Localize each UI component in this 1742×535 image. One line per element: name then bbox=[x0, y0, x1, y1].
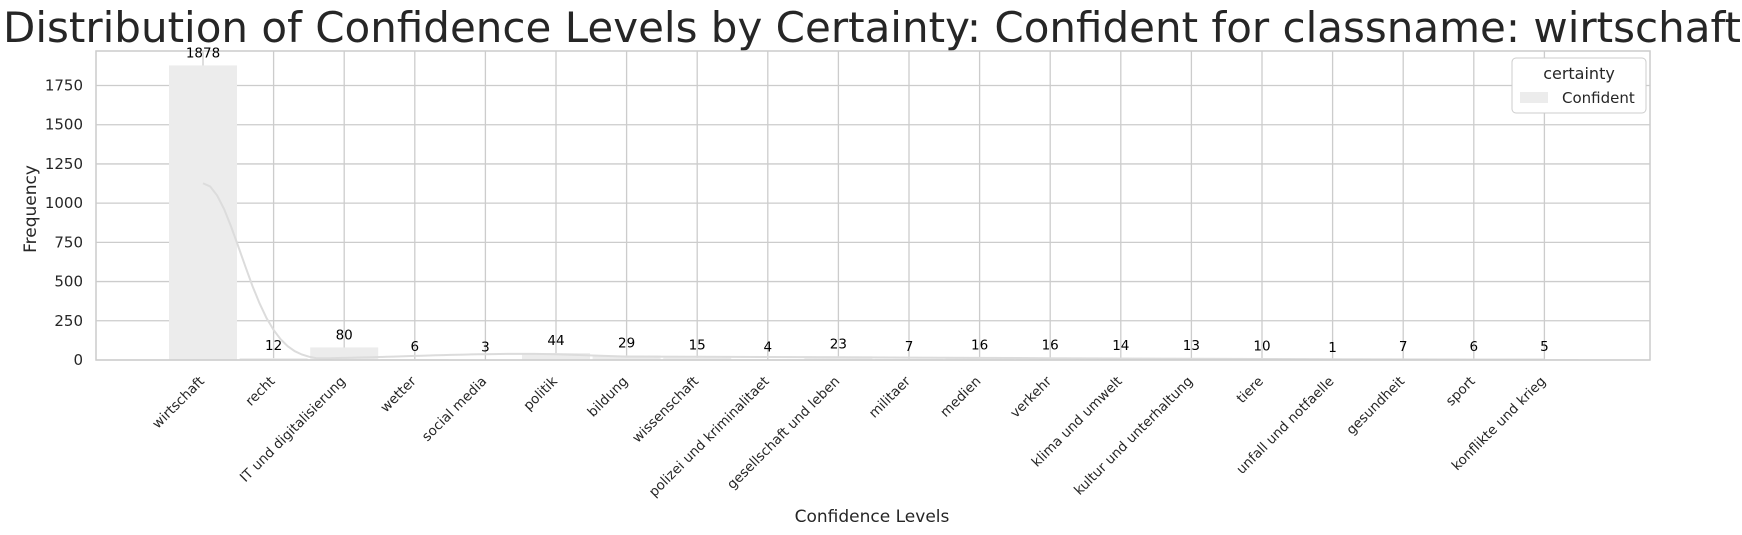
y-tick-label: 750 bbox=[54, 233, 83, 251]
y-tick-label: 1000 bbox=[45, 194, 83, 212]
value-label: 12 bbox=[265, 338, 282, 354]
x-tick-label: verkehr bbox=[1007, 373, 1055, 421]
x-axis-label: Confidence Levels bbox=[795, 507, 950, 527]
y-tick-label: 250 bbox=[54, 312, 83, 330]
value-label: 14 bbox=[1112, 338, 1129, 354]
legend: certainty Confident bbox=[1511, 57, 1647, 114]
bar bbox=[663, 357, 732, 360]
y-tick-label: 0 bbox=[73, 351, 83, 369]
value-label: 23 bbox=[830, 336, 847, 352]
value-label: 16 bbox=[971, 337, 988, 353]
x-tick-label: bildung bbox=[585, 374, 632, 421]
x-tick-label: tiere bbox=[1234, 374, 1267, 407]
x-tick-label: kultur und unterhaltung bbox=[1071, 374, 1196, 499]
x-tick-label: wirtschaft bbox=[149, 374, 208, 433]
x-tick-label: gesellschaft und leben bbox=[724, 374, 843, 493]
value-label: 1 bbox=[1328, 340, 1337, 356]
bar bbox=[522, 353, 590, 360]
value-label: 6 bbox=[1470, 339, 1479, 355]
value-labels: 1878 12 80 6 3 44 29 15 4 23 7 16 16 14 13 10 1 7 6 5 bbox=[186, 45, 1549, 355]
x-tick-label: militaer bbox=[866, 373, 914, 421]
value-label: 5 bbox=[1540, 339, 1549, 355]
value-label: 16 bbox=[1042, 337, 1059, 353]
value-label: 13 bbox=[1183, 338, 1200, 354]
value-label: 6 bbox=[411, 339, 420, 355]
x-tick-label: recht bbox=[242, 374, 278, 410]
value-label: 15 bbox=[689, 338, 706, 354]
value-label: 3 bbox=[481, 340, 490, 356]
x-tick-label: gesundheit bbox=[1343, 374, 1408, 439]
y-tick-label: 1250 bbox=[45, 155, 83, 173]
y-tick-label: 1500 bbox=[45, 116, 83, 134]
x-tick-label: sport bbox=[1443, 374, 1479, 410]
value-label: 44 bbox=[547, 333, 564, 349]
value-label: 4 bbox=[764, 339, 773, 355]
value-label: 10 bbox=[1253, 338, 1270, 354]
value-label: 1878 bbox=[186, 45, 220, 61]
x-tick-label: social media bbox=[419, 374, 490, 445]
x-tick-label: politik bbox=[520, 373, 561, 414]
x-tick-label: medien bbox=[937, 374, 984, 421]
legend-swatch bbox=[1520, 92, 1548, 103]
y-tick-label: 500 bbox=[54, 273, 83, 291]
bars bbox=[169, 65, 1579, 361]
legend-title: certainty bbox=[1543, 64, 1615, 83]
value-label: 80 bbox=[336, 327, 353, 343]
kde-curve bbox=[202, 182, 1545, 361]
value-label: 7 bbox=[1399, 339, 1408, 355]
y-axis-ticks: 0 250 500 750 1000 1250 1500 1750 bbox=[45, 77, 83, 369]
x-tick-label: wissenschaft bbox=[629, 374, 702, 447]
y-axis-label: Frequency bbox=[21, 165, 41, 253]
bar bbox=[239, 358, 308, 360]
x-tick-label: wetter bbox=[377, 373, 420, 416]
plot-frame bbox=[95, 50, 1651, 361]
bar bbox=[169, 65, 237, 361]
value-label: 29 bbox=[618, 335, 635, 351]
bar bbox=[592, 355, 661, 360]
value-label: 7 bbox=[905, 339, 914, 355]
chart-title: Distribution of Confidence Levels by Cer… bbox=[3, 3, 1741, 52]
y-tick-label: 1750 bbox=[45, 77, 83, 95]
x-tick-label: polizei und kriminalitaet bbox=[646, 374, 773, 501]
legend-entry-confident: Confident bbox=[1562, 89, 1635, 107]
grid bbox=[96, 51, 1650, 361]
